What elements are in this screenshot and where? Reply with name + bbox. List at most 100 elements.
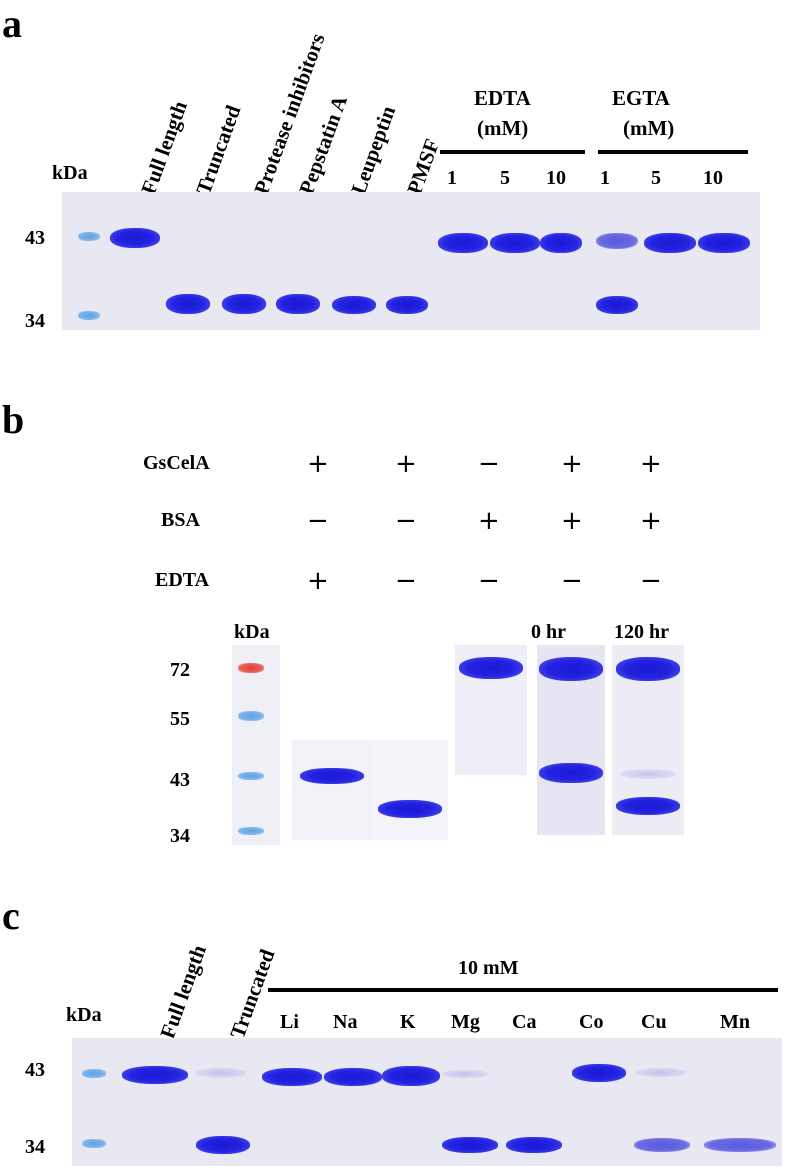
- band-b-lane-3-bsa: [459, 657, 523, 679]
- egta-conc-5: 5: [651, 167, 661, 189]
- band-c-truncated-faint: [196, 1068, 246, 1078]
- marker-band-43: [238, 772, 264, 780]
- marker-band-43: [82, 1069, 106, 1078]
- band-edta-1: [438, 233, 488, 253]
- marker-band-34: [78, 311, 100, 320]
- band-b-lane-5-truncated: [616, 797, 680, 815]
- egta-bracket-line: [598, 150, 748, 154]
- band-egta-10: [698, 233, 750, 253]
- marker-band-55: [238, 711, 264, 721]
- band-c-mg-faint: [442, 1070, 488, 1078]
- gel-panel-a: [62, 192, 760, 330]
- sign-edta-3: −: [478, 566, 500, 596]
- band-egta-1-lower: [596, 296, 638, 314]
- band-c-cu-faint: [636, 1068, 686, 1077]
- panel-b-mw-72: 72: [170, 659, 190, 681]
- panel-b-mw-34: 34: [170, 825, 190, 847]
- band-egta-5: [644, 233, 696, 253]
- band-leupeptin: [332, 296, 376, 314]
- gel-b-lane-5: [612, 645, 684, 835]
- marker-band-34: [238, 827, 264, 835]
- ion-k: K: [400, 1011, 416, 1033]
- panel-a-kda-label: kDa: [52, 162, 88, 184]
- lane-label-pmsf: PMSF: [402, 135, 445, 198]
- sign-bsa-2: −: [395, 506, 417, 536]
- gel-b-lane-1: [292, 740, 372, 840]
- band-c-co: [572, 1064, 626, 1082]
- band-b-lane-5-faint: [620, 769, 676, 779]
- edta-bracket-line: [440, 150, 585, 154]
- ion-mn: Mn: [720, 1011, 750, 1033]
- sign-gscela-1: +: [307, 449, 329, 479]
- panel-b-mw-55: 55: [170, 708, 190, 730]
- marker-band-72: [238, 663, 264, 673]
- ion-mg: Mg: [451, 1011, 480, 1033]
- edta-label: EDTA: [474, 86, 531, 110]
- lane-label-c-truncated: Truncated: [225, 945, 280, 1042]
- gel-b-lane-3: [455, 645, 527, 775]
- egta-conc-10: 10: [703, 167, 723, 189]
- edta-conc-1: 1: [447, 167, 457, 189]
- band-b-lane-1: [300, 768, 364, 784]
- ion-co: Co: [579, 1011, 604, 1033]
- band-protease-inhibitors: [222, 294, 266, 314]
- row-label-edta: EDTA: [155, 569, 210, 591]
- lane-label-leupeptin: Leupeptin: [346, 102, 401, 198]
- conc-bracket-line: [268, 988, 778, 992]
- ion-na: Na: [333, 1011, 358, 1033]
- band-pepstatin-a: [276, 294, 320, 314]
- band-c-li: [262, 1068, 322, 1086]
- sign-gscela-2: +: [395, 449, 417, 479]
- edta-unit: (mM): [477, 116, 529, 140]
- sign-bsa-4: +: [561, 506, 583, 536]
- row-label-gscela: GsCelA: [143, 452, 210, 474]
- band-pmsf: [386, 296, 428, 314]
- marker-band-34: [82, 1139, 106, 1148]
- sign-gscela-5: +: [640, 449, 662, 479]
- band-full-length: [110, 228, 160, 248]
- sign-bsa-5: +: [640, 506, 662, 536]
- lane-label-truncated: Truncated: [191, 101, 246, 198]
- panel-a-letter: a: [2, 1, 22, 46]
- panel-c-kda-label: kDa: [66, 1004, 102, 1026]
- band-c-k: [382, 1066, 440, 1086]
- lane-label-c-full-length: Full length: [155, 941, 211, 1042]
- band-truncated: [166, 294, 210, 314]
- gel-b-lane-4: [537, 645, 605, 835]
- sign-edta-5: −: [640, 566, 662, 596]
- panel-b-letter: b: [2, 397, 25, 442]
- sign-gscela-4: +: [561, 449, 583, 479]
- gel-b-marker-lane: [232, 645, 280, 845]
- band-edta-10: [540, 233, 582, 253]
- band-egta-1-upper: [596, 233, 638, 249]
- gel-b-lane-2: [372, 740, 448, 840]
- edta-conc-10: 10: [546, 167, 566, 189]
- sign-gscela-3: −: [478, 449, 500, 479]
- egta-label: EGTA: [612, 86, 670, 110]
- time-120hr: 120 hr: [614, 621, 669, 643]
- band-b-lane-4-gscela: [539, 763, 603, 783]
- band-edta-5: [490, 233, 540, 253]
- sign-edta-1: +: [307, 566, 329, 596]
- lane-label-pepstatin-a: Pepstatin A: [294, 92, 352, 198]
- panel-c-mw-43: 43: [25, 1059, 45, 1081]
- panel-b-mw-43: 43: [170, 769, 190, 791]
- ion-ca: Ca: [512, 1011, 537, 1033]
- band-c-full-length: [122, 1066, 188, 1084]
- panel-a-mw-43: 43: [25, 227, 45, 249]
- band-c-mg: [442, 1137, 498, 1153]
- band-c-truncated: [196, 1136, 250, 1154]
- conc-10mm: 10 mM: [458, 957, 519, 979]
- time-0hr: 0 hr: [531, 621, 566, 643]
- panel-b-kda-label: kDa: [234, 621, 270, 643]
- ion-li: Li: [280, 1011, 299, 1033]
- band-b-lane-5-bsa: [616, 657, 680, 681]
- marker-band-43: [78, 232, 100, 241]
- egta-conc-1: 1: [600, 167, 610, 189]
- edta-conc-5: 5: [500, 167, 510, 189]
- panel-c-letter: c: [2, 893, 20, 938]
- ion-cu: Cu: [641, 1011, 667, 1033]
- sign-edta-2: −: [395, 566, 417, 596]
- sign-edta-4: −: [561, 566, 583, 596]
- band-c-mn: [704, 1138, 776, 1152]
